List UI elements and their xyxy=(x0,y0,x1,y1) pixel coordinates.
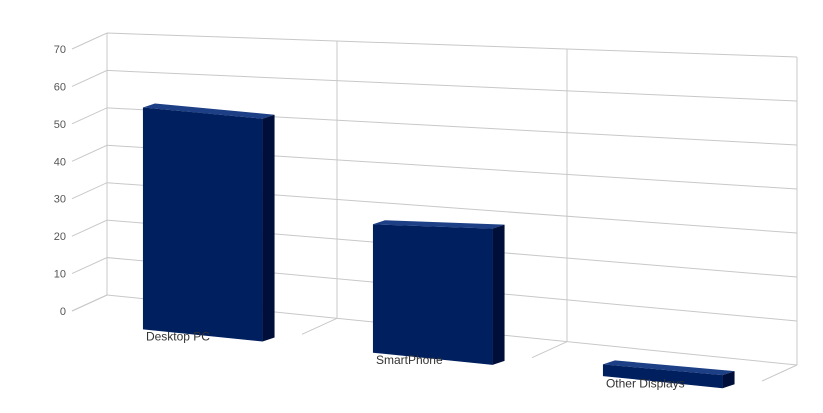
x-tick-label-1: Desktop PC xyxy=(146,330,210,344)
bar-side-1 xyxy=(262,114,275,342)
bar-top-1 xyxy=(142,103,275,119)
floor-divider-1 xyxy=(301,317,338,335)
bar-2 xyxy=(372,224,493,365)
y-tick-label-10: 10 xyxy=(54,269,66,281)
y-tick-label-70: 70 xyxy=(54,44,66,56)
bar-3 xyxy=(602,364,723,389)
floor-divider-2 xyxy=(531,341,568,359)
y-tick-label-60: 60 xyxy=(54,81,66,93)
y-tick-label-0: 0 xyxy=(60,306,66,318)
bar-1 xyxy=(142,107,263,342)
bar-side-2 xyxy=(492,224,505,365)
bar-top-2 xyxy=(372,220,505,229)
gridline-70 xyxy=(71,32,798,58)
floor-divider-0 xyxy=(71,294,108,312)
floor-divider-3 xyxy=(761,364,798,382)
bar-top-3 xyxy=(602,360,735,376)
y-tick-label-30: 30 xyxy=(54,194,66,206)
y-tick-label-50: 50 xyxy=(54,119,66,131)
y-tick-label-20: 20 xyxy=(54,231,66,243)
y-tick-label-40: 40 xyxy=(54,156,66,168)
bar-side-3 xyxy=(722,371,735,389)
x-tick-label-3: Other Displays xyxy=(606,376,685,390)
x-tick-label-2: SmartPhone xyxy=(376,353,443,367)
gridline-60 xyxy=(71,69,798,102)
